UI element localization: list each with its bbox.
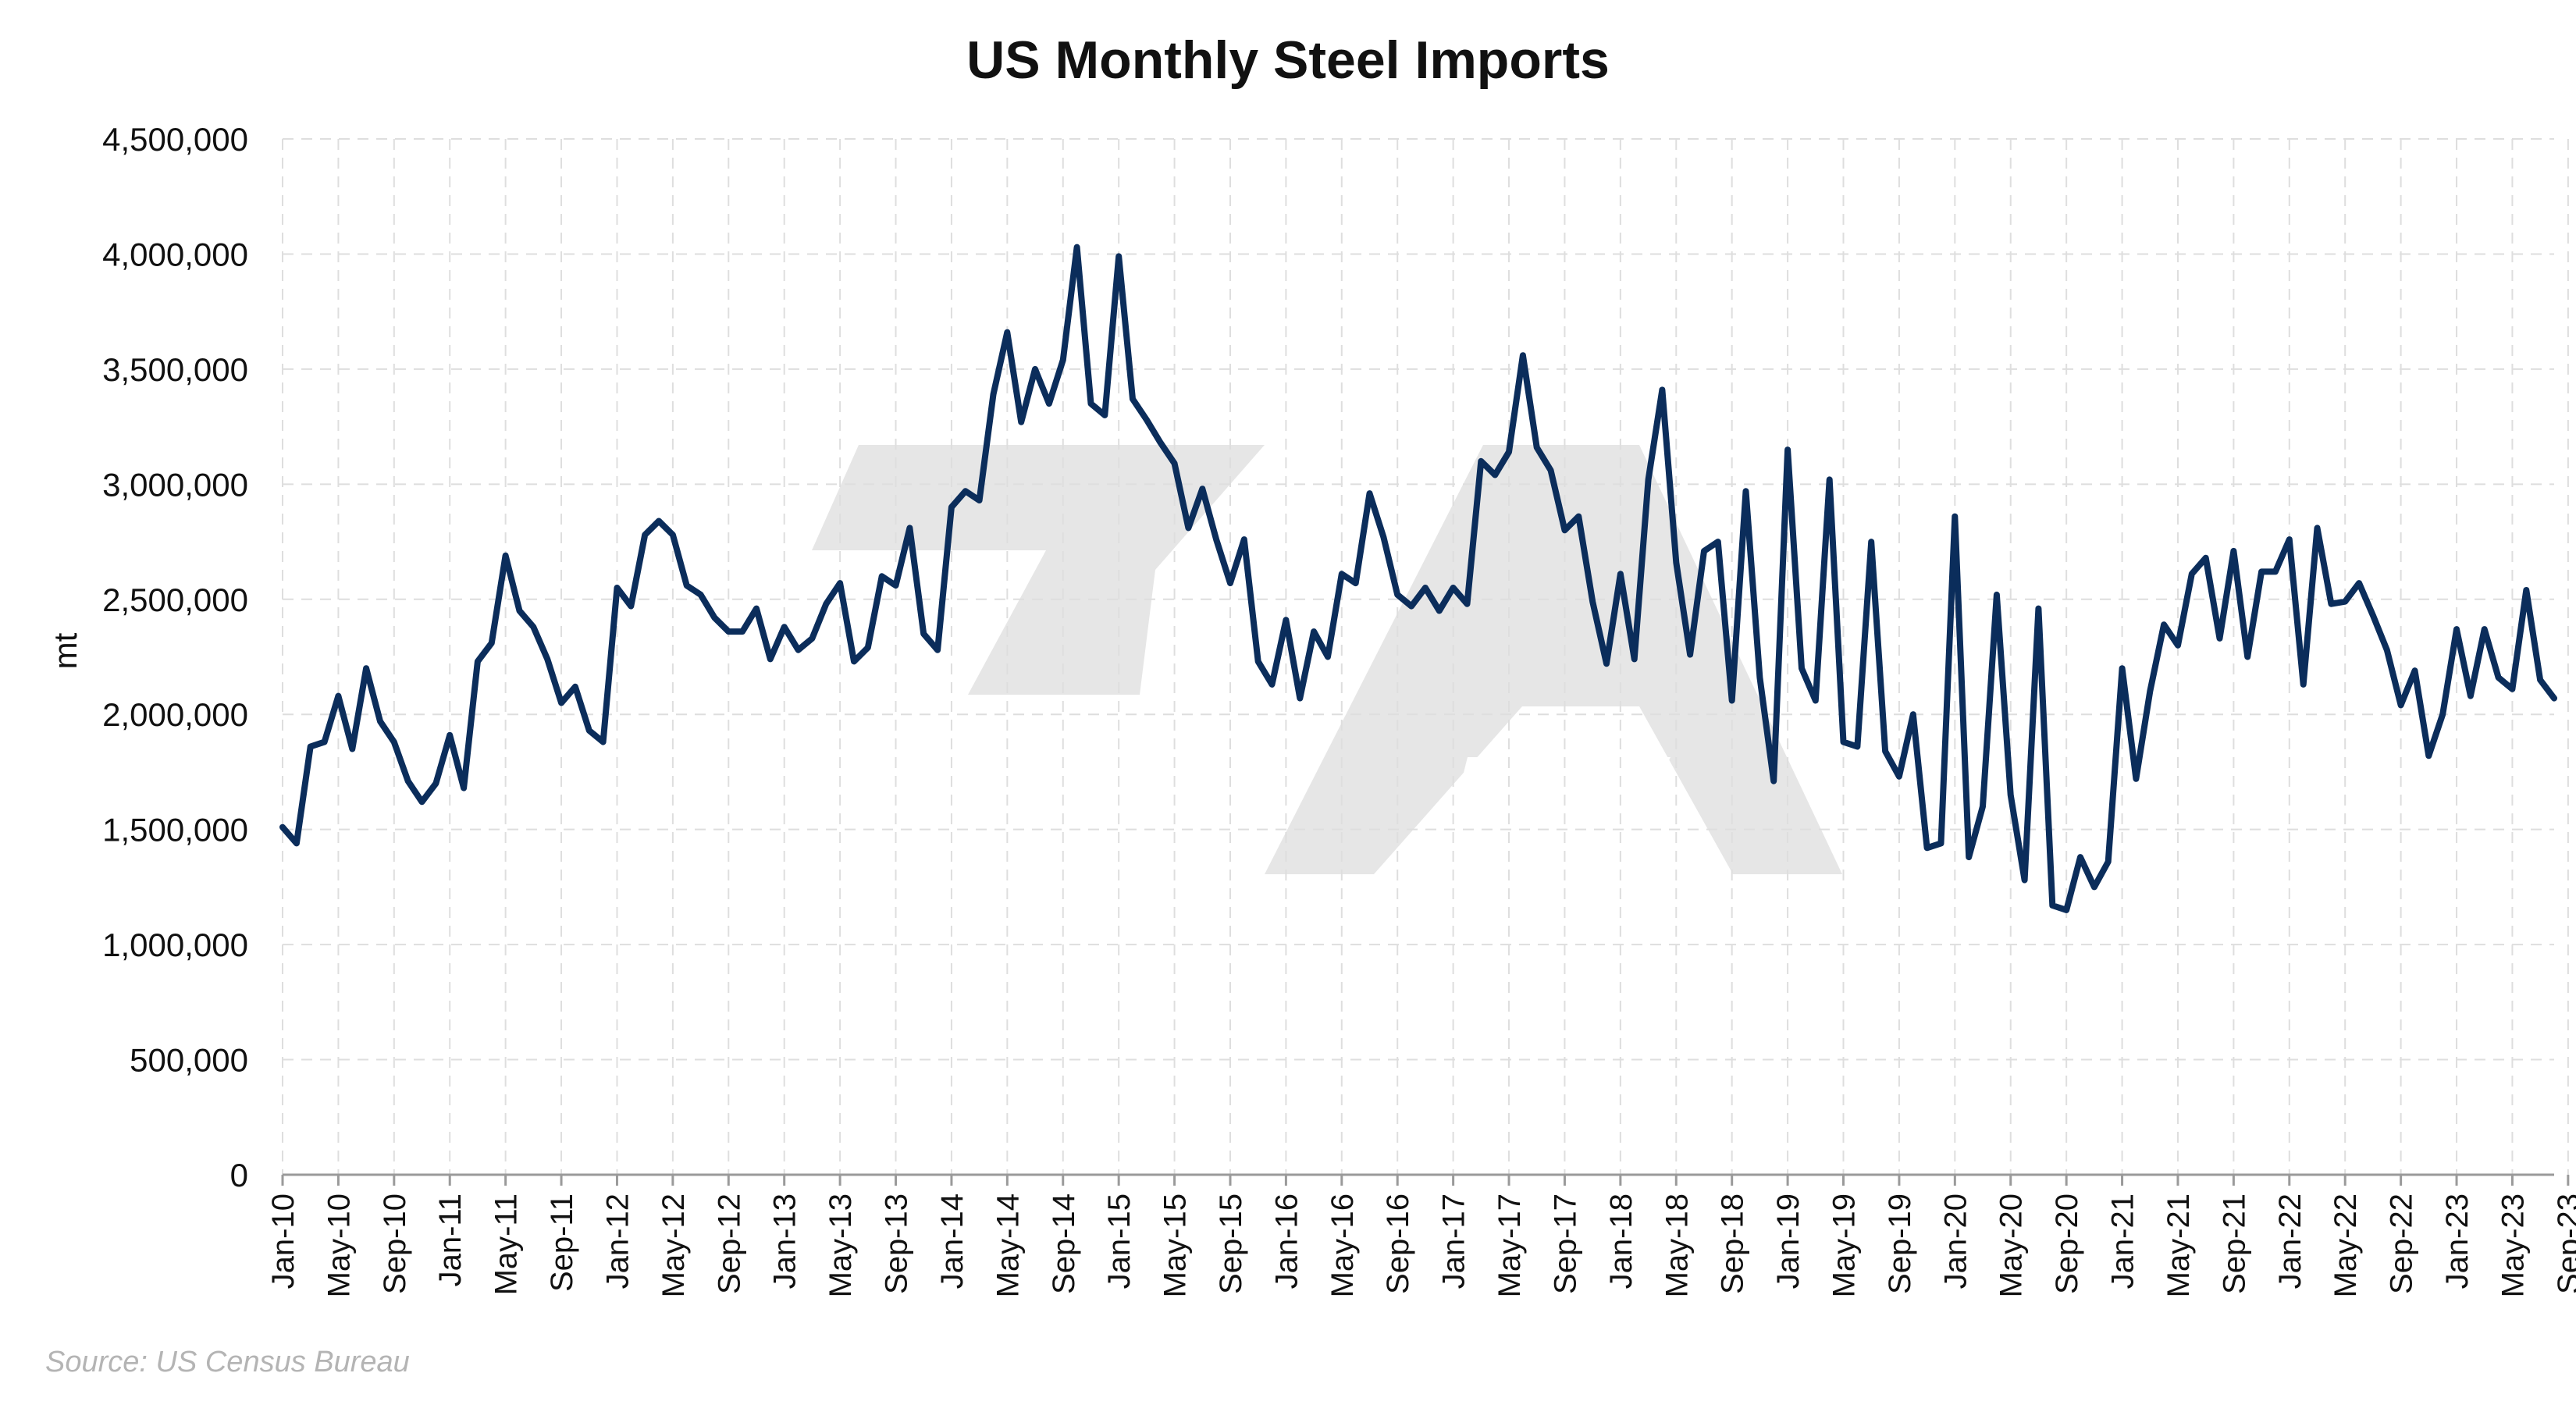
x-tick-label: May-23 xyxy=(2496,1193,2530,1297)
x-tick-label: May-20 xyxy=(1994,1193,2029,1297)
x-tick-label: May-10 xyxy=(322,1193,356,1297)
x-tick-label: Sep-13 xyxy=(880,1193,914,1294)
x-tick-label: Sep-15 xyxy=(1214,1193,1248,1294)
x-tick-label: May-11 xyxy=(489,1193,524,1295)
x-tick-label: Sep-19 xyxy=(1883,1193,1917,1294)
x-tick-label: Sep-10 xyxy=(378,1193,412,1294)
y-tick-label: 4,500,000 xyxy=(102,121,248,158)
watermark-logo-seven xyxy=(812,445,1265,695)
x-axis: Jan-10 May-10 Sep-10 Jan-11 May-11 Sep-11 Jan-… xyxy=(266,1173,2576,1297)
y-tick-label: 3,500,000 xyxy=(102,351,248,388)
x-tick-label: Jan-16 xyxy=(1269,1193,1304,1289)
x-tick-label: Sep-17 xyxy=(1548,1193,1582,1294)
watermark-logo-a xyxy=(1265,445,1842,874)
watermark-logo xyxy=(812,445,1842,874)
x-tick-label: Jan-20 xyxy=(1938,1193,1973,1289)
y-tick-label: 3,000,000 xyxy=(102,466,248,503)
x-tick-label: Sep-18 xyxy=(1716,1193,1750,1294)
x-tick-label: Sep-21 xyxy=(2217,1193,2251,1294)
y-tick-label: 1,000,000 xyxy=(102,927,248,963)
x-tick-label: May-22 xyxy=(2329,1193,2363,1297)
x-tick-label: May-16 xyxy=(1325,1193,1360,1297)
x-tick-label: Jan-15 xyxy=(1102,1193,1137,1289)
x-tick-label: May-14 xyxy=(991,1193,1025,1297)
x-tick-label: May-21 xyxy=(2161,1193,2196,1297)
x-tick-label: Sep-12 xyxy=(712,1193,746,1294)
x-tick-label: Jan-10 xyxy=(266,1193,301,1289)
x-tick-label: May-15 xyxy=(1158,1193,1193,1297)
x-tick-label: Sep-20 xyxy=(2050,1193,2084,1294)
y-axis-label: mt xyxy=(47,632,84,669)
x-tick-label: May-19 xyxy=(1827,1193,1862,1297)
x-tick-label: May-17 xyxy=(1493,1193,1527,1297)
x-tick-label: Jan-19 xyxy=(1771,1193,1806,1289)
watermark-logo-a-bar xyxy=(1460,757,1670,788)
series-line-steel-imports xyxy=(279,244,2557,913)
y-tick-label: 4,000,000 xyxy=(102,236,248,272)
x-tick-label: Sep-14 xyxy=(1047,1193,1081,1294)
x-tick-label: Sep-22 xyxy=(2385,1193,2419,1294)
x-tick-label: May-13 xyxy=(824,1193,858,1297)
y-tick-label: 0 xyxy=(230,1157,248,1193)
x-tick-label: Sep-11 xyxy=(545,1193,579,1292)
y-tick-label: 1,500,000 xyxy=(102,812,248,848)
x-tick-label: May-12 xyxy=(656,1193,691,1297)
y-tick-label: 2,500,000 xyxy=(102,582,248,618)
x-tick-label: Sep-23 xyxy=(2552,1193,2576,1294)
chart-title: US Monthly Steel Imports xyxy=(966,30,1610,90)
y-tick-label: 2,000,000 xyxy=(102,696,248,733)
x-tick-label: Jan-14 xyxy=(935,1193,970,1289)
x-tick-label: Jan-17 xyxy=(1437,1193,1471,1289)
x-tick-label: Jan-18 xyxy=(1604,1193,1638,1289)
x-tick-label: Jan-13 xyxy=(768,1193,802,1289)
x-tick-label: Jan-11 xyxy=(433,1193,468,1286)
x-tick-label: Jan-22 xyxy=(2273,1193,2307,1289)
x-tick-label: Jan-12 xyxy=(600,1193,635,1289)
grid-layer xyxy=(282,138,2569,1175)
y-tick-label: 500,000 xyxy=(130,1042,248,1079)
source-note: Source: US Census Bureau xyxy=(45,1346,410,1378)
x-tick-label: Sep-16 xyxy=(1381,1193,1415,1294)
y-axis: 0 500,000 1,000,000 1,500,000 2,000,000 2,500… xyxy=(102,121,248,1193)
x-tick-label: Jan-23 xyxy=(2440,1193,2475,1289)
series-layer xyxy=(279,244,2557,913)
x-tick-label: Jan-21 xyxy=(2106,1193,2140,1289)
x-tick-label: May-18 xyxy=(1660,1193,1694,1297)
